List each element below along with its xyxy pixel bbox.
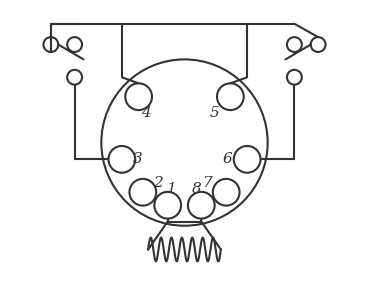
Text: 1: 1 (167, 182, 177, 196)
Text: 5: 5 (209, 106, 219, 120)
Text: 4: 4 (141, 106, 151, 120)
Text: 3: 3 (133, 152, 143, 166)
Text: 7: 7 (202, 176, 212, 190)
Text: 2: 2 (153, 176, 162, 190)
Text: 8: 8 (192, 182, 202, 196)
Text: 6: 6 (223, 152, 233, 166)
